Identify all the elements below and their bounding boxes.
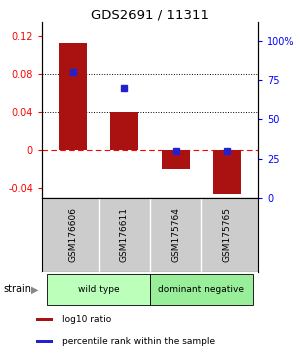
Bar: [36, 340, 53, 343]
Text: GSM176606: GSM176606: [68, 207, 77, 263]
Text: percentile rank within the sample: percentile rank within the sample: [62, 337, 215, 346]
Bar: [59, 43, 87, 150]
Bar: [36, 318, 53, 321]
Text: ▶: ▶: [31, 285, 38, 295]
Text: dominant negative: dominant negative: [158, 285, 244, 294]
Bar: [213, 150, 241, 194]
Bar: [110, 112, 138, 150]
FancyBboxPatch shape: [150, 274, 253, 305]
Text: GSM176611: GSM176611: [120, 207, 129, 263]
Text: wild type: wild type: [78, 285, 119, 294]
Text: strain: strain: [3, 285, 31, 295]
Bar: [162, 150, 190, 170]
Text: GSM175765: GSM175765: [223, 207, 232, 263]
Text: GDS2691 / 11311: GDS2691 / 11311: [91, 8, 209, 21]
FancyBboxPatch shape: [47, 274, 150, 305]
Text: log10 ratio: log10 ratio: [62, 315, 111, 324]
Text: GSM175764: GSM175764: [171, 207, 180, 262]
